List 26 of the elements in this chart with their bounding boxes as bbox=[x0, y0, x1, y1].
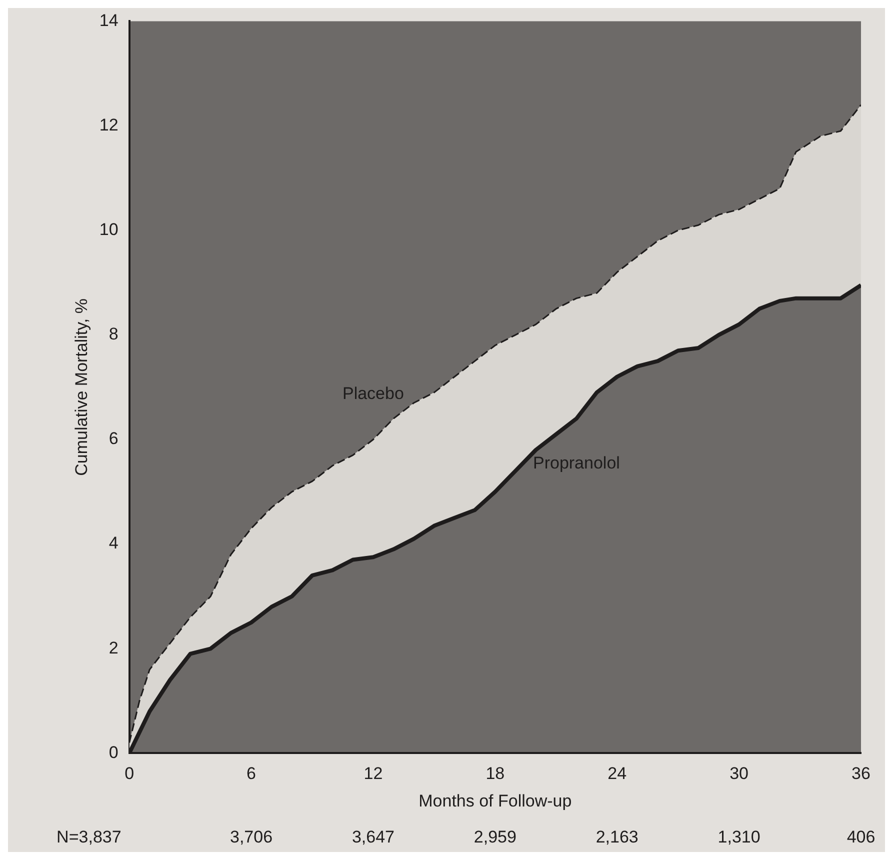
y-tick-label: 8 bbox=[108, 324, 118, 344]
x-tick-label: 30 bbox=[730, 764, 749, 784]
y-axis-title: Cumulative Mortality, % bbox=[72, 298, 91, 476]
x-tick-label: 18 bbox=[486, 764, 505, 784]
series-label: Propranolol bbox=[532, 453, 620, 472]
text: 3,647 bbox=[352, 828, 394, 847]
y-tick-label: 14 bbox=[99, 10, 118, 30]
x-axis-title: Months of Follow-up bbox=[418, 791, 572, 810]
x-tick-label: 24 bbox=[608, 764, 627, 784]
y-tick-label: 6 bbox=[108, 429, 118, 448]
text: 3,706 bbox=[230, 828, 273, 847]
y-tick-label: 2 bbox=[108, 638, 118, 658]
y-tick-label: 10 bbox=[99, 220, 118, 240]
text: N=3,837 bbox=[56, 828, 122, 847]
y-tick-label: 0 bbox=[108, 742, 118, 762]
y-tick-label: 4 bbox=[108, 534, 118, 553]
x-tick-label: 12 bbox=[364, 764, 383, 784]
x-tick-label: 36 bbox=[852, 764, 870, 784]
text: 2,959 bbox=[474, 828, 516, 847]
y-tick-label: 12 bbox=[99, 115, 118, 134]
text: 406 bbox=[846, 828, 876, 847]
text: 1,310 bbox=[718, 828, 760, 847]
text: 2,163 bbox=[596, 828, 638, 847]
x-tick-label: 0 bbox=[124, 764, 134, 784]
series-label: Placebo bbox=[342, 384, 404, 404]
x-tick-label: 6 bbox=[246, 764, 256, 784]
